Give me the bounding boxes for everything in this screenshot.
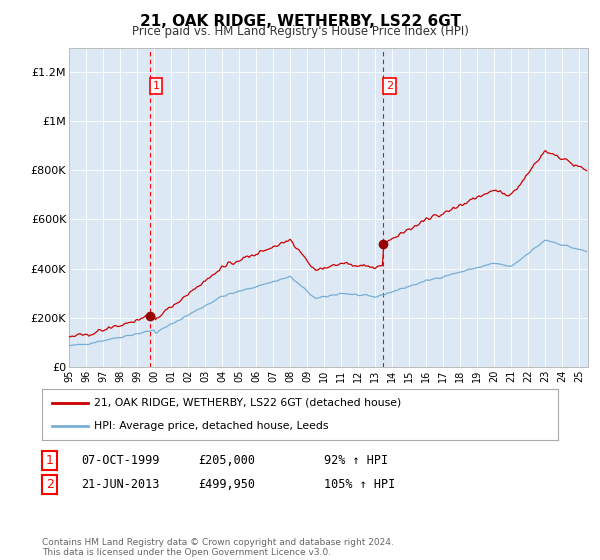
Text: £499,950: £499,950	[198, 478, 255, 491]
Text: £205,000: £205,000	[198, 454, 255, 467]
Text: 92% ↑ HPI: 92% ↑ HPI	[324, 454, 388, 467]
Text: Contains HM Land Registry data © Crown copyright and database right 2024.
This d: Contains HM Land Registry data © Crown c…	[42, 538, 394, 557]
Text: 21-JUN-2013: 21-JUN-2013	[81, 478, 160, 491]
Text: 21, OAK RIDGE, WETHERBY, LS22 6GT: 21, OAK RIDGE, WETHERBY, LS22 6GT	[139, 14, 461, 29]
Text: 2: 2	[386, 81, 393, 91]
Text: 2: 2	[46, 478, 53, 491]
Text: 1: 1	[46, 454, 53, 467]
Text: 105% ↑ HPI: 105% ↑ HPI	[324, 478, 395, 491]
Text: 1: 1	[153, 81, 160, 91]
Text: Price paid vs. HM Land Registry's House Price Index (HPI): Price paid vs. HM Land Registry's House …	[131, 25, 469, 38]
Text: HPI: Average price, detached house, Leeds: HPI: Average price, detached house, Leed…	[94, 421, 328, 431]
Text: 21, OAK RIDGE, WETHERBY, LS22 6GT (detached house): 21, OAK RIDGE, WETHERBY, LS22 6GT (detac…	[94, 398, 401, 408]
Text: 07-OCT-1999: 07-OCT-1999	[81, 454, 160, 467]
